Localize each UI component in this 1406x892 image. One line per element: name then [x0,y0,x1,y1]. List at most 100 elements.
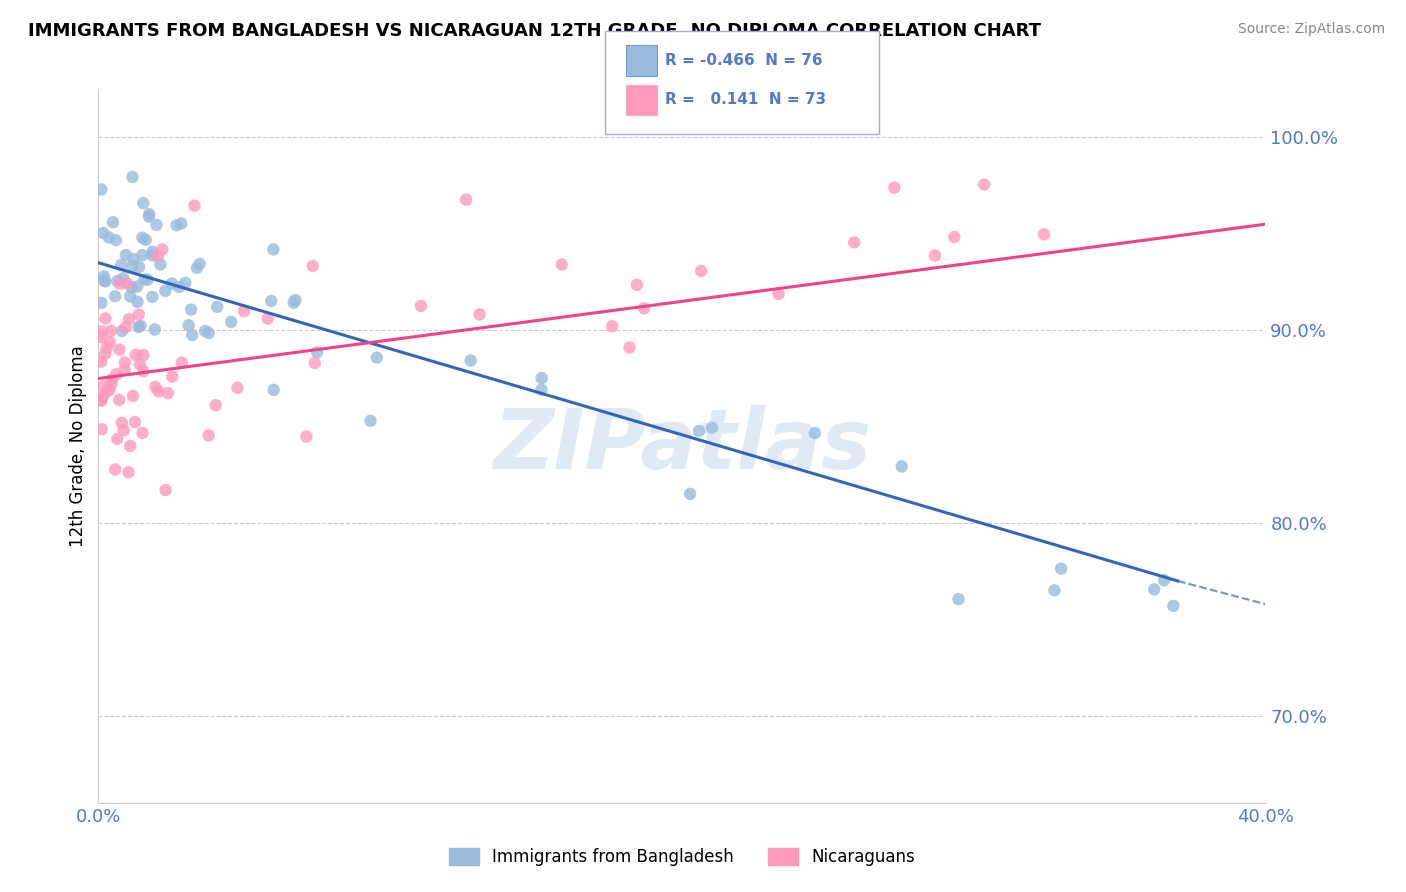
Point [90,182,112,196]
Point [131,248,153,262]
Point [93,269,115,284]
Point [114,320,136,334]
Point [804,425,827,440]
Point [105,368,128,382]
Point [98,383,121,397]
Point [98,335,121,350]
Point [90,393,112,408]
Point [180,302,202,317]
Point [600,319,623,334]
Point [181,328,204,343]
Point [138,210,160,224]
Point [170,216,193,230]
Point [141,248,163,262]
Y-axis label: 12th Grade, No Diploma: 12th Grade, No Diploma [69,345,87,547]
Point [1143,582,1166,597]
Point [943,230,966,244]
Point [108,392,131,407]
Point [131,231,153,245]
Point [219,315,242,329]
Point [114,355,136,369]
Point [96,384,118,398]
Point [530,383,553,397]
Point [924,248,946,262]
Point [121,169,143,184]
Point [128,260,150,274]
Point [127,294,149,309]
Point [700,421,723,435]
Point [93,226,115,240]
Point [150,243,173,257]
Point [688,424,710,438]
Point [198,326,221,340]
Point [101,372,124,386]
Point [690,264,713,278]
Point [468,307,491,321]
Point [117,277,139,291]
Point [108,277,131,291]
Point [91,389,114,403]
Point [94,274,117,288]
Point [100,377,122,392]
Point [142,244,165,259]
Point [160,277,183,291]
Point [262,243,284,257]
Point [101,215,124,229]
Point [551,257,574,271]
Point [366,351,388,365]
Point [360,414,382,428]
Point [117,465,139,479]
Point [121,280,143,294]
Point [146,249,169,263]
Point [122,252,145,266]
Point [94,311,117,326]
Point [194,324,217,338]
Point [204,398,226,412]
Point [114,363,136,377]
Text: R = -0.466  N = 76: R = -0.466 N = 76 [665,54,823,68]
Point [94,347,117,361]
Point [260,293,283,308]
Point [633,301,655,316]
Point [90,324,112,338]
Point [107,274,129,288]
Point [188,257,211,271]
Point [1050,562,1073,576]
Point [135,233,157,247]
Point [155,284,177,298]
Point [131,425,153,440]
Point [626,277,648,292]
Point [96,341,118,355]
Text: ZIPatlas: ZIPatlas [494,406,870,486]
Point [167,280,190,294]
Text: IMMIGRANTS FROM BANGLADESH VS NICARAGUAN 12TH GRADE, NO DIPLOMA CORRELATION CHAR: IMMIGRANTS FROM BANGLADESH VS NICARAGUAN… [28,22,1040,40]
Point [105,432,128,446]
Point [111,416,134,430]
Point [124,415,146,429]
Point [132,364,155,378]
Point [90,422,112,436]
Point [460,353,482,368]
Point [132,196,155,211]
Point [844,235,866,250]
Point [120,439,142,453]
Point [104,233,127,247]
Point [174,276,197,290]
Point [170,356,193,370]
Point [1043,583,1066,598]
Point [160,369,183,384]
Point [120,289,142,303]
Point [148,384,170,399]
Point [90,355,112,369]
Point [112,423,135,437]
Point [283,295,305,310]
Point [108,343,131,357]
Point [155,483,177,497]
Point [112,271,135,285]
Point [100,324,122,338]
Point [186,260,208,275]
Point [143,380,166,394]
Point [134,272,156,286]
Point [256,311,278,326]
Point [1163,599,1185,613]
